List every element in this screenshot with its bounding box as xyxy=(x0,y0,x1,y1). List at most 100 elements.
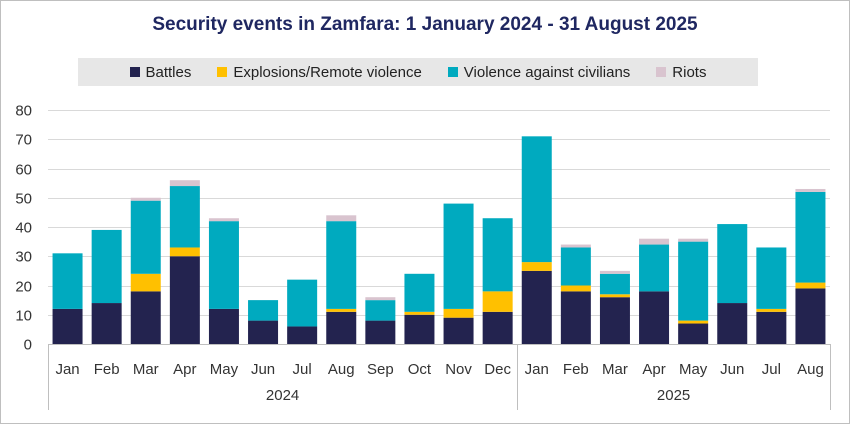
bar-violence-against-civilians-4 xyxy=(208,221,239,309)
bar-battles-8 xyxy=(365,320,396,344)
bar-battles-0 xyxy=(52,308,83,344)
bar-riots-15 xyxy=(639,238,670,245)
bar-battles-7 xyxy=(326,311,357,344)
legend-item-riots: Riots xyxy=(656,64,706,81)
x-tick-label-11: Dec xyxy=(484,361,511,378)
legend-label-battles: Battles xyxy=(145,63,192,81)
x-tick-label-2: Mar xyxy=(133,361,159,378)
y-tick-label-60: 60 xyxy=(15,162,32,179)
bar-battles-4 xyxy=(208,308,239,344)
bar-explosions-remote-violence-2 xyxy=(130,273,161,292)
x-tick-label-3: Apr xyxy=(173,361,196,378)
x-tick-label-12: Jan xyxy=(525,361,549,378)
x-tick-label-6: Jul xyxy=(293,361,312,378)
legend-swatch-explosions xyxy=(217,67,228,77)
x-tick-label-10: Nov xyxy=(445,361,472,378)
y-tick-label-10: 10 xyxy=(15,308,32,325)
bar-battles-16 xyxy=(678,323,709,344)
bar-violence-against-civilians-17 xyxy=(717,224,748,304)
chart-legend: Battles Explosions/Remote violence Viole… xyxy=(78,58,758,86)
x-tick-label-0: Jan xyxy=(55,361,79,378)
legend-label-explosions: Explosions/Remote violence xyxy=(233,63,422,81)
bar-violence-against-civilians-5 xyxy=(248,300,279,321)
bar-violence-against-civilians-7 xyxy=(326,221,357,309)
bar-riots-14 xyxy=(599,270,630,274)
bar-violence-against-civilians-10 xyxy=(443,203,474,309)
bar-explosions-remote-violence-19 xyxy=(795,282,826,289)
x-tick-label-19: Aug xyxy=(797,361,824,378)
bar-battles-12 xyxy=(521,270,552,344)
bar-violence-against-civilians-16 xyxy=(678,241,709,321)
bar-violence-against-civilians-6 xyxy=(287,279,318,327)
bar-explosions-remote-violence-16 xyxy=(678,320,709,324)
bar-violence-against-civilians-18 xyxy=(756,247,787,309)
y-tick-label-0: 0 xyxy=(24,337,32,354)
group-label-2025: 2025 xyxy=(657,387,690,404)
bar-battles-9 xyxy=(404,314,435,344)
bar-battles-6 xyxy=(287,326,318,344)
group-label-2024: 2024 xyxy=(266,387,299,404)
legend-swatch-riots xyxy=(656,67,667,77)
bar-battles-11 xyxy=(482,311,513,344)
chart-title: Security events in Zamfara: 1 January 20… xyxy=(152,14,698,35)
x-tick-label-7: Aug xyxy=(328,361,355,378)
x-tick-label-13: Feb xyxy=(563,361,589,378)
bar-violence-against-civilians-8 xyxy=(365,300,396,321)
y-tick-label-20: 20 xyxy=(15,279,32,296)
bar-riots-4 xyxy=(208,218,239,222)
bar-battles-10 xyxy=(443,317,474,344)
x-tick-label-18: Jul xyxy=(762,361,781,378)
y-tick-label-50: 50 xyxy=(15,191,32,208)
y-tick-label-80: 80 xyxy=(15,103,32,120)
bar-explosions-remote-violence-9 xyxy=(404,311,435,315)
x-tick-label-17: Jun xyxy=(720,361,744,378)
bar-riots-19 xyxy=(795,188,826,192)
y-tick-label-30: 30 xyxy=(15,249,32,266)
bar-violence-against-civilians-11 xyxy=(482,218,513,292)
x-tick-label-9: Oct xyxy=(408,361,432,378)
bar-violence-against-civilians-13 xyxy=(560,247,591,286)
x-tick-label-5: Jun xyxy=(251,361,275,378)
legend-item-violence-civilians: Violence against civilians xyxy=(447,64,630,81)
bar-violence-against-civilians-0 xyxy=(52,253,83,309)
bar-riots-2 xyxy=(130,197,161,201)
bar-battles-15 xyxy=(639,291,670,344)
bar-battles-19 xyxy=(795,288,826,344)
bar-battles-2 xyxy=(130,291,161,344)
bar-explosions-remote-violence-11 xyxy=(482,291,513,312)
x-tick-label-16: May xyxy=(679,361,708,378)
bar-explosions-remote-violence-13 xyxy=(560,285,591,292)
bar-explosions-remote-violence-14 xyxy=(599,294,630,298)
bar-explosions-remote-violence-7 xyxy=(326,308,357,312)
bar-violence-against-civilians-9 xyxy=(404,273,435,312)
legend-label-riots: Riots xyxy=(672,63,707,81)
bar-explosions-remote-violence-10 xyxy=(443,308,474,318)
bar-violence-against-civilians-12 xyxy=(521,136,552,263)
x-tick-label-15: Apr xyxy=(642,361,665,378)
x-tick-label-8: Sep xyxy=(367,361,394,378)
bar-explosions-remote-violence-18 xyxy=(756,308,787,312)
y-tick-label-40: 40 xyxy=(15,220,32,237)
x-tick-label-1: Feb xyxy=(94,361,120,378)
bar-violence-against-civilians-1 xyxy=(91,229,122,304)
bar-explosions-remote-violence-3 xyxy=(169,247,200,257)
bar-riots-3 xyxy=(169,180,200,187)
bar-battles-18 xyxy=(756,311,787,344)
y-tick-label-70: 70 xyxy=(15,132,32,149)
legend-item-battles: Battles xyxy=(129,63,192,81)
bar-battles-14 xyxy=(599,297,630,344)
bar-violence-against-civilians-14 xyxy=(599,273,630,295)
bar-riots-16 xyxy=(678,238,709,242)
legend-swatch-violence-civilians xyxy=(447,67,458,77)
bar-violence-against-civilians-3 xyxy=(169,186,200,248)
bar-battles-3 xyxy=(169,256,200,344)
bar-violence-against-civilians-15 xyxy=(639,244,670,292)
bar-battles-5 xyxy=(248,320,279,344)
bar-riots-13 xyxy=(560,244,591,248)
x-tick-label-4: May xyxy=(210,361,239,378)
legend-item-explosions: Explosions/Remote violence xyxy=(217,63,422,81)
bar-riots-7 xyxy=(326,215,357,222)
bar-battles-17 xyxy=(717,303,748,344)
bar-explosions-remote-violence-12 xyxy=(521,262,552,271)
